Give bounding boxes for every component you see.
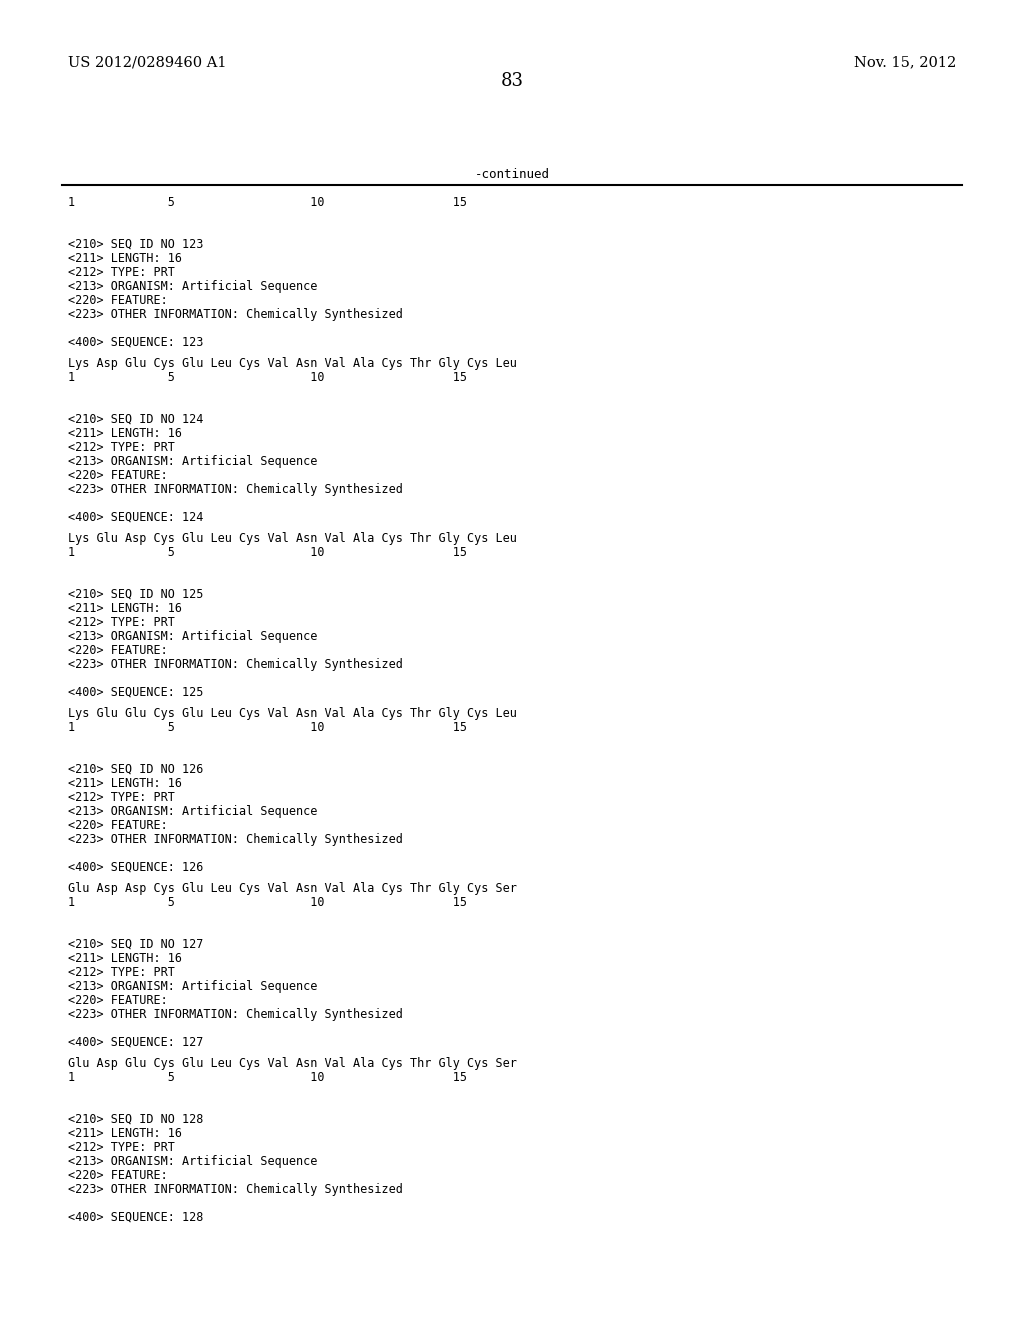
Text: Glu Asp Asp Cys Glu Leu Cys Val Asn Val Ala Cys Thr Gly Cys Ser: Glu Asp Asp Cys Glu Leu Cys Val Asn Val …: [68, 882, 517, 895]
Text: <210> SEQ ID NO 128: <210> SEQ ID NO 128: [68, 1113, 204, 1126]
Text: 83: 83: [501, 73, 523, 90]
Text: Lys Asp Glu Cys Glu Leu Cys Val Asn Val Ala Cys Thr Gly Cys Leu: Lys Asp Glu Cys Glu Leu Cys Val Asn Val …: [68, 356, 517, 370]
Text: <213> ORGANISM: Artificial Sequence: <213> ORGANISM: Artificial Sequence: [68, 805, 317, 818]
Text: <210> SEQ ID NO 126: <210> SEQ ID NO 126: [68, 763, 204, 776]
Text: 1             5                   10                  15: 1 5 10 15: [68, 896, 467, 909]
Text: <220> FEATURE:: <220> FEATURE:: [68, 644, 168, 657]
Text: <212> TYPE: PRT: <212> TYPE: PRT: [68, 966, 175, 979]
Text: -continued: -continued: [474, 168, 550, 181]
Text: <223> OTHER INFORMATION: Chemically Synthesized: <223> OTHER INFORMATION: Chemically Synt…: [68, 657, 402, 671]
Text: <210> SEQ ID NO 123: <210> SEQ ID NO 123: [68, 238, 204, 251]
Text: <212> TYPE: PRT: <212> TYPE: PRT: [68, 267, 175, 279]
Text: 1             5                   10                  15: 1 5 10 15: [68, 195, 467, 209]
Text: <213> ORGANISM: Artificial Sequence: <213> ORGANISM: Artificial Sequence: [68, 455, 317, 469]
Text: <211> LENGTH: 16: <211> LENGTH: 16: [68, 602, 182, 615]
Text: <210> SEQ ID NO 125: <210> SEQ ID NO 125: [68, 587, 204, 601]
Text: US 2012/0289460 A1: US 2012/0289460 A1: [68, 55, 226, 69]
Text: Lys Glu Asp Cys Glu Leu Cys Val Asn Val Ala Cys Thr Gly Cys Leu: Lys Glu Asp Cys Glu Leu Cys Val Asn Val …: [68, 532, 517, 545]
Text: <400> SEQUENCE: 124: <400> SEQUENCE: 124: [68, 511, 204, 524]
Text: 1             5                   10                  15: 1 5 10 15: [68, 371, 467, 384]
Text: <211> LENGTH: 16: <211> LENGTH: 16: [68, 1127, 182, 1140]
Text: <220> FEATURE:: <220> FEATURE:: [68, 818, 168, 832]
Text: <211> LENGTH: 16: <211> LENGTH: 16: [68, 426, 182, 440]
Text: <223> OTHER INFORMATION: Chemically Synthesized: <223> OTHER INFORMATION: Chemically Synt…: [68, 483, 402, 496]
Text: <210> SEQ ID NO 127: <210> SEQ ID NO 127: [68, 939, 204, 950]
Text: <220> FEATURE:: <220> FEATURE:: [68, 1170, 168, 1181]
Text: <223> OTHER INFORMATION: Chemically Synthesized: <223> OTHER INFORMATION: Chemically Synt…: [68, 1183, 402, 1196]
Text: 1             5                   10                  15: 1 5 10 15: [68, 721, 467, 734]
Text: <213> ORGANISM: Artificial Sequence: <213> ORGANISM: Artificial Sequence: [68, 1155, 317, 1168]
Text: <400> SEQUENCE: 128: <400> SEQUENCE: 128: [68, 1210, 204, 1224]
Text: <220> FEATURE:: <220> FEATURE:: [68, 294, 168, 308]
Text: <213> ORGANISM: Artificial Sequence: <213> ORGANISM: Artificial Sequence: [68, 280, 317, 293]
Text: <212> TYPE: PRT: <212> TYPE: PRT: [68, 441, 175, 454]
Text: <400> SEQUENCE: 127: <400> SEQUENCE: 127: [68, 1036, 204, 1049]
Text: Nov. 15, 2012: Nov. 15, 2012: [854, 55, 956, 69]
Text: <213> ORGANISM: Artificial Sequence: <213> ORGANISM: Artificial Sequence: [68, 630, 317, 643]
Text: <223> OTHER INFORMATION: Chemically Synthesized: <223> OTHER INFORMATION: Chemically Synt…: [68, 1008, 402, 1020]
Text: <400> SEQUENCE: 125: <400> SEQUENCE: 125: [68, 686, 204, 700]
Text: 1             5                   10                  15: 1 5 10 15: [68, 1071, 467, 1084]
Text: <210> SEQ ID NO 124: <210> SEQ ID NO 124: [68, 413, 204, 426]
Text: <213> ORGANISM: Artificial Sequence: <213> ORGANISM: Artificial Sequence: [68, 979, 317, 993]
Text: <211> LENGTH: 16: <211> LENGTH: 16: [68, 252, 182, 265]
Text: <212> TYPE: PRT: <212> TYPE: PRT: [68, 1140, 175, 1154]
Text: <220> FEATURE:: <220> FEATURE:: [68, 469, 168, 482]
Text: <400> SEQUENCE: 126: <400> SEQUENCE: 126: [68, 861, 204, 874]
Text: <211> LENGTH: 16: <211> LENGTH: 16: [68, 777, 182, 789]
Text: <220> FEATURE:: <220> FEATURE:: [68, 994, 168, 1007]
Text: <212> TYPE: PRT: <212> TYPE: PRT: [68, 616, 175, 630]
Text: <400> SEQUENCE: 123: <400> SEQUENCE: 123: [68, 337, 204, 348]
Text: <223> OTHER INFORMATION: Chemically Synthesized: <223> OTHER INFORMATION: Chemically Synt…: [68, 833, 402, 846]
Text: 1             5                   10                  15: 1 5 10 15: [68, 546, 467, 558]
Text: <223> OTHER INFORMATION: Chemically Synthesized: <223> OTHER INFORMATION: Chemically Synt…: [68, 308, 402, 321]
Text: Glu Asp Glu Cys Glu Leu Cys Val Asn Val Ala Cys Thr Gly Cys Ser: Glu Asp Glu Cys Glu Leu Cys Val Asn Val …: [68, 1057, 517, 1071]
Text: <211> LENGTH: 16: <211> LENGTH: 16: [68, 952, 182, 965]
Text: Lys Glu Glu Cys Glu Leu Cys Val Asn Val Ala Cys Thr Gly Cys Leu: Lys Glu Glu Cys Glu Leu Cys Val Asn Val …: [68, 708, 517, 719]
Text: <212> TYPE: PRT: <212> TYPE: PRT: [68, 791, 175, 804]
